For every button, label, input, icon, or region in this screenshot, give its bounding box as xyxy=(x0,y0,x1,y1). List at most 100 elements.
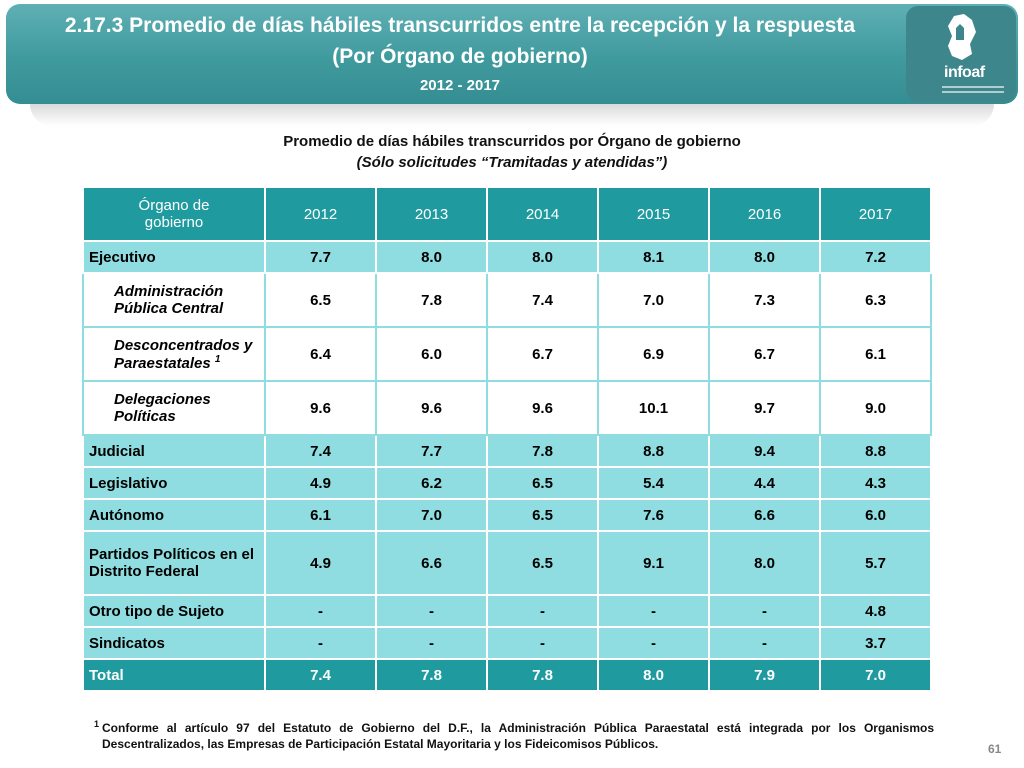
row-label-line1: Legislativo xyxy=(89,474,168,492)
row-label: Administración Pública Central xyxy=(82,272,266,328)
value-cell: - xyxy=(708,594,821,628)
value-cell: - xyxy=(486,594,599,628)
value-cell: 6.5 xyxy=(264,272,377,328)
row-label: Desconcentrados y Paraestatales 1 xyxy=(82,326,266,382)
column-header-year: 2012 xyxy=(264,186,377,242)
value-cell: 7.0 xyxy=(597,272,710,328)
row-label: Delegaciones Políticas xyxy=(82,380,266,436)
value-cell: 9.6 xyxy=(264,380,377,436)
table-row: Autónomo 6.1 7.0 6.5 7.6 6.6 6.0 xyxy=(82,498,932,532)
value-cell: 7.2 xyxy=(819,240,932,274)
row-label-line1: Partidos Políticos en el xyxy=(89,546,255,563)
row-label-line1: Administración xyxy=(114,283,224,300)
value-cell: 6.1 xyxy=(819,326,932,382)
value-cell: 6.2 xyxy=(375,466,488,500)
value-cell: 6.6 xyxy=(375,530,488,596)
table-row: Partidos Políticos en el Distrito Federal… xyxy=(82,530,932,596)
row-label-line2: Pública Central xyxy=(114,300,224,317)
value-cell: 9.6 xyxy=(375,380,488,436)
value-cell: 6.6 xyxy=(708,498,821,532)
value-cell: 6.5 xyxy=(486,530,599,596)
column-header-organ: Órgano de gobierno xyxy=(82,186,266,242)
row-label: Total xyxy=(82,658,266,692)
value-cell: 7.4 xyxy=(264,658,377,692)
logo-caption-line xyxy=(942,86,1004,88)
value-cell: 4.8 xyxy=(819,594,932,628)
table-title: Promedio de días hábiles transcurridos p… xyxy=(283,133,741,150)
total-row: Total 7.4 7.8 7.8 8.0 7.9 7.0 xyxy=(82,658,932,692)
footnote-reference: 1 xyxy=(214,353,221,365)
row-label-line1: Desconcentrados y xyxy=(114,336,253,354)
value-cell: 9.6 xyxy=(486,380,599,436)
table-header-row: Órgano de gobierno 2012 2013 2014 2015 2… xyxy=(82,186,932,242)
value-cell: 7.3 xyxy=(708,272,821,328)
value-cell: 7.0 xyxy=(375,498,488,532)
table-row: Delegaciones Políticas 9.6 9.6 9.6 10.1 9.7 9.0 xyxy=(82,380,932,436)
value-cell: 8.0 xyxy=(375,240,488,274)
row-label-line2: Paraestatales xyxy=(114,354,211,372)
value-cell: - xyxy=(375,626,488,660)
row-label-line1: Total xyxy=(89,666,124,684)
row-label: Ejecutivo xyxy=(82,240,266,274)
value-cell: - xyxy=(486,626,599,660)
row-label: Legislativo xyxy=(82,466,266,500)
page-title-line1: 2.17.3 Promedio de días hábiles transcur… xyxy=(64,14,856,37)
value-cell: 6.0 xyxy=(819,498,932,532)
column-header-organ-line1: Órgano de xyxy=(138,197,210,214)
value-cell: 7.7 xyxy=(375,434,488,468)
value-cell: 9.7 xyxy=(708,380,821,436)
logo-text: infoaf xyxy=(944,64,985,81)
page-title-line2: (Por Órgano de gobierno) xyxy=(332,45,588,68)
value-cell: 7.9 xyxy=(708,658,821,692)
row-label-line2: Políticas xyxy=(114,408,176,425)
value-cell: 6.5 xyxy=(486,498,599,532)
value-cell: 5.7 xyxy=(819,530,932,596)
logo-caption-line xyxy=(942,91,1004,93)
value-cell: - xyxy=(597,594,710,628)
value-cell: 4.3 xyxy=(819,466,932,500)
value-cell: 9.0 xyxy=(819,380,932,436)
row-label-line2: Distrito Federal xyxy=(89,563,200,580)
value-cell: 6.7 xyxy=(708,326,821,382)
title-banner xyxy=(6,4,1018,104)
column-header-year: 2017 xyxy=(819,186,932,242)
footnote-mark: 1 xyxy=(94,719,100,729)
banner-shadow xyxy=(30,104,994,126)
footnote-text: Conforme al artículo 97 del Estatuto de … xyxy=(102,721,934,751)
column-header-year: 2015 xyxy=(597,186,710,242)
value-cell: 6.5 xyxy=(486,466,599,500)
city-emblem-icon xyxy=(948,14,976,60)
row-label-line1: Sindicatos xyxy=(89,634,165,652)
table-row: Ejecutivo 7.7 8.0 8.0 8.1 8.0 7.2 xyxy=(82,240,932,274)
row-label-line1: Autónomo xyxy=(89,506,164,524)
value-cell: 7.8 xyxy=(486,434,599,468)
value-cell: 7.8 xyxy=(375,658,488,692)
row-label: Partidos Políticos en el Distrito Federal xyxy=(82,530,266,596)
table-row: Desconcentrados y Paraestatales 1 6.4 6.0 6.… xyxy=(82,326,932,382)
value-cell: 7.8 xyxy=(375,272,488,328)
value-cell: 8.0 xyxy=(597,658,710,692)
row-label-line1: Otro tipo de Sujeto xyxy=(89,602,224,620)
column-header-year: 2016 xyxy=(708,186,821,242)
row-label-line1: Delegaciones xyxy=(114,391,211,408)
value-cell: 3.7 xyxy=(819,626,932,660)
value-cell: 6.4 xyxy=(264,326,377,382)
value-cell: - xyxy=(597,626,710,660)
value-cell: 9.1 xyxy=(597,530,710,596)
value-cell: - xyxy=(708,626,821,660)
row-label: Autónomo xyxy=(82,498,266,532)
row-label-line1: Ejecutivo xyxy=(89,248,156,266)
value-cell: 6.3 xyxy=(819,272,932,328)
table-row: Administración Pública Central 6.5 7.8 7.4 7.… xyxy=(82,272,932,328)
page-title-years: 2012 - 2017 xyxy=(419,77,501,94)
row-label: Sindicatos xyxy=(82,626,266,660)
value-cell: 6.1 xyxy=(264,498,377,532)
value-cell: 7.0 xyxy=(819,658,932,692)
value-cell: 8.0 xyxy=(708,240,821,274)
value-cell: 9.4 xyxy=(708,434,821,468)
value-cell: 8.8 xyxy=(597,434,710,468)
table-row: Judicial 7.4 7.7 7.8 8.8 9.4 8.8 xyxy=(82,434,932,468)
value-cell: 8.1 xyxy=(597,240,710,274)
value-cell: 7.6 xyxy=(597,498,710,532)
value-cell: 4.4 xyxy=(708,466,821,500)
